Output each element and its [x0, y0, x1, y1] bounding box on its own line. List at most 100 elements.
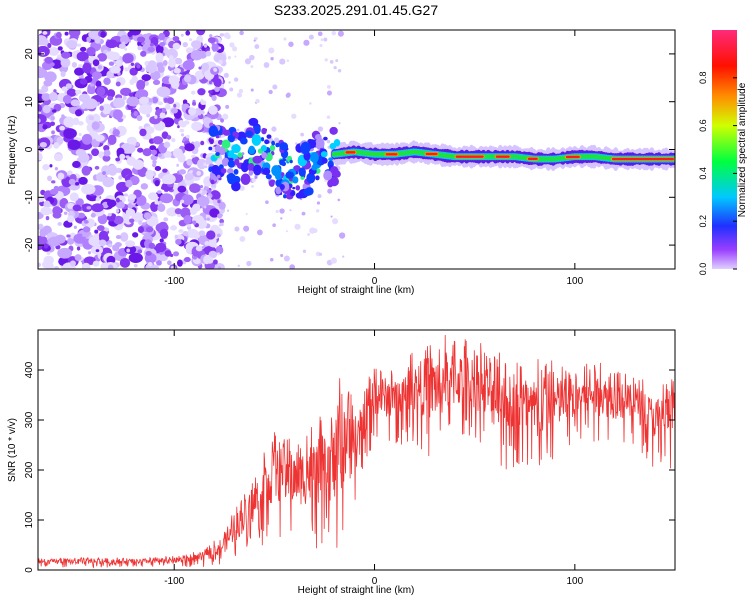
spectrogram-noise-blob — [183, 215, 192, 225]
spectrogram-noise-blob — [150, 70, 161, 81]
spectrogram-noise-blob — [158, 32, 166, 41]
spectrogram-noise-blob — [156, 260, 162, 266]
spectrogram-noise-blob — [180, 199, 185, 204]
spectrogram-noise-blob — [164, 250, 172, 257]
spectrogram-fringe-blob — [271, 126, 277, 132]
spectrogram-noise-blob — [192, 101, 197, 106]
spectrogram-noise-blob — [137, 249, 143, 254]
spectrogram-transition-blob — [315, 175, 320, 181]
spectrogram-noise-blob — [138, 219, 143, 226]
spectrogram-fringe-blob — [250, 88, 254, 92]
spectrogram-noise-blob — [82, 62, 92, 74]
spectrogram-noise-blob — [209, 34, 213, 38]
spectrogram-fringe-blob — [232, 46, 238, 52]
spectrogram-noise-blob — [154, 115, 158, 119]
spectrogram-fringe-blob — [234, 226, 240, 232]
spectrogram-noise-blob — [177, 185, 187, 193]
spectrogram-core — [611, 157, 674, 161]
colorbar-ticks: 0.0 0.2 0.4 0.6 0.8 — [698, 72, 737, 275]
spectrogram-noise-blob — [48, 46, 60, 56]
spectrogram-fringe-blob — [280, 253, 284, 258]
spectrogram-noise-blob — [147, 262, 153, 267]
spectrogram-fringe-blob — [286, 59, 290, 62]
spectrogram-noise-blob — [157, 203, 166, 212]
spectrogram-noise-blob — [220, 118, 225, 123]
spectrogram-transition-blob — [266, 134, 272, 139]
spectrogram-noise-blob — [51, 180, 56, 184]
spectrogram-transition-blob — [245, 130, 253, 137]
spectrogram-noise-blob — [177, 125, 180, 129]
spectrogram-noise-blob — [122, 95, 127, 101]
spectrogram-noise-blob — [139, 104, 153, 115]
spectrogram-noise-blob — [94, 35, 101, 44]
spectrogram-noise-blob — [105, 51, 117, 60]
spectrogram-noise-blob — [174, 208, 182, 215]
spectrogram-transition-blob — [264, 139, 270, 145]
spectrogram-fringe-blob — [294, 223, 301, 230]
spectrogram-noise-blob — [219, 33, 225, 37]
spectrogram-noise-blob — [161, 76, 172, 85]
spectrogram-noise-blob — [47, 43, 52, 49]
spectrogram-noise-blob — [120, 34, 130, 45]
spectrogram-noise-blob — [178, 169, 187, 175]
spectrogram-fringe-blob — [285, 93, 291, 98]
spectrogram-noise-blob — [42, 105, 51, 114]
spectrogram-ytick-label: -10 — [24, 190, 35, 205]
spectrogram-noise-blob — [112, 129, 120, 137]
spectrogram-noise-blob — [115, 59, 123, 67]
colorbar-gradient — [712, 30, 737, 269]
spectrogram-noise-blob — [168, 58, 177, 68]
spectrogram-noise-blob — [131, 75, 138, 84]
spectrogram-fringe-blob — [312, 228, 318, 233]
spectrogram-noise-blob — [199, 185, 204, 189]
spectrogram-noise-blob — [65, 83, 72, 89]
spectrogram-fringe-blob — [203, 44, 208, 48]
spectrogram-fringe-blob — [308, 34, 314, 40]
spectrogram-noise-blob — [155, 242, 167, 253]
spectrogram-noise-blob — [64, 31, 69, 36]
spectrogram-noise-blob — [197, 88, 206, 96]
spectrogram-ytick-label: 20 — [24, 48, 35, 60]
snr-line — [38, 334, 675, 569]
spectrogram-transition-blob — [306, 172, 316, 184]
spectrogram-noise-blob — [42, 124, 48, 130]
spectrogram-transition-blob — [226, 168, 234, 175]
spectrogram-noise-blob — [198, 66, 202, 70]
spectrogram-noise-blob — [167, 260, 172, 266]
spectrogram-noise-blob — [219, 218, 225, 224]
spectrogram-noise-blob — [139, 128, 147, 137]
spectrogram-noise-blob — [161, 107, 167, 114]
spectrogram-noise-blob — [130, 62, 135, 66]
spectrogram-noise-blob — [176, 259, 183, 267]
spectrogram-noise-blob — [79, 46, 87, 52]
snr-axes: -100 0 100 0 100 200 300 400 — [24, 330, 675, 587]
spectrogram-transition-blob — [283, 194, 287, 199]
spectrogram-noise-blob — [218, 201, 226, 210]
spectrogram-noise-blob — [211, 94, 217, 102]
spectrogram-transition-blob — [311, 164, 318, 171]
spectrogram-noise-blob — [150, 154, 158, 161]
spectrogram-noise-blob — [90, 212, 96, 218]
spectrogram-noise-blob — [192, 255, 197, 260]
spectrogram-core — [527, 157, 538, 161]
spectrogram-noise-blob — [91, 203, 104, 213]
spectrogram-transition-blob — [215, 135, 220, 139]
spectrogram-noise-blob — [66, 88, 77, 97]
spectrogram-noise-blob — [163, 151, 172, 158]
spectrogram-transition-blob — [329, 126, 338, 135]
spectrogram-transition-blob — [320, 151, 328, 158]
spectrogram-noise-blob — [81, 262, 91, 269]
spectrogram-noise-blob — [53, 142, 60, 149]
spectrogram-noise-blob — [187, 223, 192, 228]
spectrogram-fringe-blob — [255, 98, 260, 104]
spectrogram-noise-blob — [78, 152, 90, 163]
spectrogram-noise-blob — [209, 208, 220, 218]
spectrogram-transition-blob — [218, 177, 222, 181]
snr-xtick-label: 0 — [372, 576, 378, 587]
spectrogram-fringe-blob — [205, 50, 212, 57]
spectrogram-transition-blob — [261, 127, 267, 135]
spectrogram-noise-blob — [128, 92, 135, 97]
spectrogram-noise-blob — [163, 141, 171, 148]
spectrogram-transition-blob — [240, 162, 249, 173]
